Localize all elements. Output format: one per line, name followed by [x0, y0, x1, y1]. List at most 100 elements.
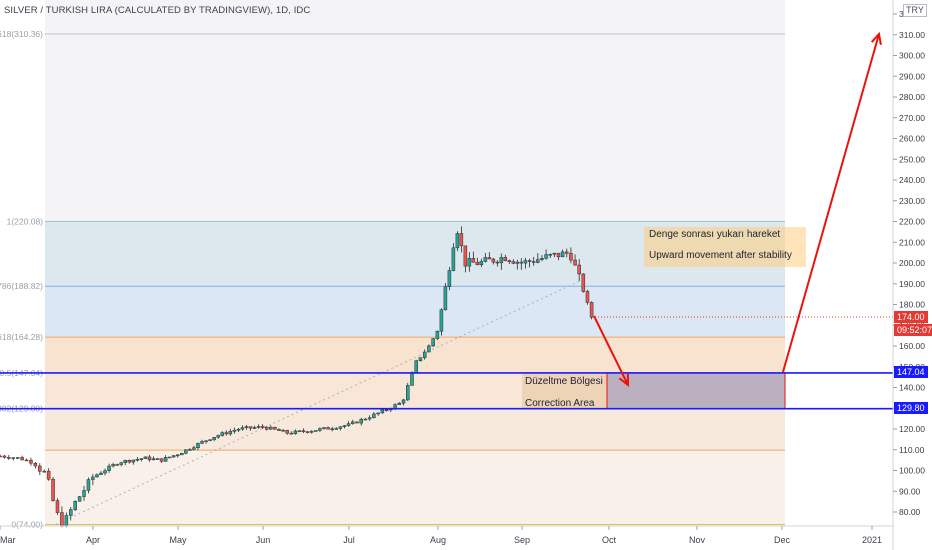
- up-arrow-head: [870, 31, 882, 46]
- candle-body: [95, 474, 99, 478]
- candle-body: [491, 258, 496, 263]
- candle-body: [176, 454, 180, 457]
- candle-body: [338, 426, 343, 429]
- candle-body: [435, 330, 440, 339]
- candle-body: [322, 427, 326, 429]
- candle-body: [200, 441, 204, 444]
- x-tick-label: Dec: [774, 535, 791, 545]
- y-tick-label: 230.00: [899, 196, 925, 206]
- candle-body: [406, 385, 410, 401]
- x-tick-label: Jun: [256, 535, 271, 545]
- x-tick-label: Oct: [602, 535, 617, 545]
- candle-body: [260, 426, 265, 428]
- candle-body: [163, 457, 168, 462]
- countdown-tag: 09:52:07: [894, 324, 932, 336]
- candle-body: [244, 426, 249, 428]
- y-tick-label: 140.00: [899, 383, 925, 393]
- candle-body: [443, 286, 448, 311]
- candle-body: [350, 421, 355, 424]
- candle-body: [447, 270, 452, 288]
- y-tick-label: 220.00: [899, 217, 925, 227]
- currency-badge[interactable]: TRY: [903, 4, 927, 17]
- y-tick-label: 110.00: [899, 445, 925, 455]
- candle-body: [355, 421, 359, 424]
- x-tick-label: Jul: [343, 535, 355, 545]
- candle-body: [569, 252, 573, 261]
- correction-label-box: [522, 372, 607, 409]
- candle-body: [418, 357, 423, 361]
- candle-body: [228, 431, 233, 435]
- candle-body: [556, 252, 561, 258]
- fib-label-3: 0.618(164.28): [0, 332, 43, 342]
- down-arrow-shaft: [593, 315, 629, 386]
- candle-body: [384, 409, 389, 412]
- candle-body: [376, 412, 380, 415]
- candle-body: [269, 426, 273, 430]
- candle-body: [147, 456, 152, 461]
- candle-body: [309, 430, 314, 433]
- candle-body: [151, 458, 156, 461]
- candle-body: [305, 431, 310, 433]
- candle-body: [544, 254, 548, 259]
- candle-body: [507, 260, 512, 262]
- candle-body: [131, 459, 136, 463]
- candle-body: [285, 429, 289, 434]
- y-tick-label: 160.00: [899, 341, 925, 351]
- candle-body: [42, 470, 46, 473]
- candle-body: [372, 413, 376, 418]
- fib-label-1: 1(220.08): [7, 216, 44, 226]
- candle-body: [573, 259, 577, 266]
- candle-body: [123, 460, 127, 463]
- candle-body: [2, 455, 7, 458]
- candle-body: [69, 509, 73, 516]
- candle-body: [107, 465, 111, 471]
- candle-body: [273, 426, 277, 430]
- fib-label-6: 0(74.00): [11, 519, 43, 529]
- candle-body: [196, 443, 200, 449]
- x-tick-label: Nov: [689, 535, 706, 545]
- down-arrow-head: [618, 373, 630, 388]
- candle-body: [318, 428, 322, 431]
- candle-body: [180, 452, 184, 456]
- candle-body: [139, 458, 144, 460]
- y-tick-label: 250.00: [899, 154, 925, 164]
- fib-band-1: [45, 286, 785, 338]
- candle-body: [479, 261, 484, 266]
- candle-body: [483, 257, 488, 262]
- candle-body: [451, 247, 456, 271]
- candle-body: [232, 429, 237, 432]
- y-tick-label: 100.00: [899, 466, 925, 476]
- candle-body: [127, 460, 132, 463]
- candle-body: [581, 273, 586, 292]
- candle-body: [577, 264, 581, 275]
- fib-band-4: [45, 408, 785, 451]
- y-tick-label: 270.00: [899, 113, 925, 123]
- candle-body: [224, 432, 229, 435]
- x-tick-label: May: [169, 535, 187, 545]
- candle-body: [256, 426, 261, 428]
- upper-note-tr: Denge sonrası yukarı hareket: [649, 229, 781, 240]
- candle-body: [111, 464, 115, 467]
- candle-body: [410, 372, 414, 386]
- candle-body: [422, 351, 427, 358]
- candle-body: [359, 418, 363, 424]
- candle-body: [523, 260, 528, 264]
- fib-band-5: [45, 450, 785, 525]
- y-tick-label: 260.00: [899, 134, 925, 144]
- candle-body: [55, 500, 60, 513]
- candle-body: [552, 252, 557, 255]
- candle-body: [236, 428, 241, 431]
- last-price-tag: 174.00: [894, 311, 928, 323]
- candle-body: [73, 501, 77, 510]
- candle-body: [431, 338, 435, 347]
- candle-body: [20, 457, 24, 461]
- candle-body: [459, 233, 464, 247]
- candle-body: [159, 458, 164, 462]
- candle-body: [184, 449, 188, 454]
- candle-body: [208, 439, 212, 441]
- zone-note-tr: Düzeltme Bölgesi: [525, 376, 603, 387]
- upper-note-box[interactable]: [644, 227, 806, 267]
- candle-body: [540, 258, 544, 260]
- candle-body: [103, 470, 107, 474]
